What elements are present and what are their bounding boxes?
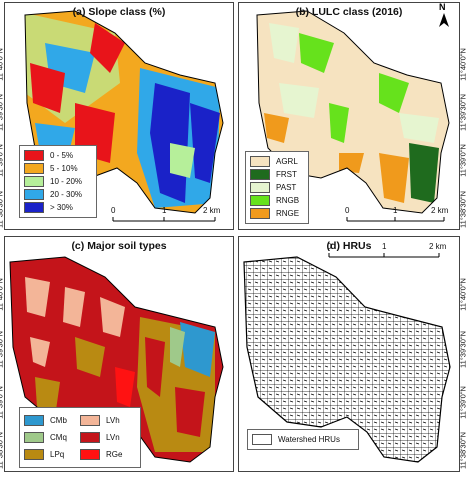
panel-title-hru: (d) HRUs (326, 240, 372, 252)
legend-item: RGe (80, 446, 136, 463)
legend-item: RNGE (250, 207, 304, 220)
legend-swatch (24, 176, 44, 187)
legend-lulc: AGRL FRST PAST RNGB RNGE (245, 151, 309, 224)
legend-swatch (250, 195, 270, 206)
scale-tick-1: 1 (382, 242, 387, 251)
panel-title-lulc: (b) LULC class (2016) (295, 6, 403, 18)
legend-swatch (24, 415, 44, 426)
slope-map (24, 10, 224, 214)
panel-lulc: (b) LULC class (2016) N AGRL FRST PAST R… (238, 2, 460, 230)
legend-item: Watershed HRUs (252, 433, 354, 446)
legend-swatch (250, 169, 270, 180)
panel-soil: (c) Major soil types CMb LVh CMq LVn LPq… (4, 236, 234, 472)
legend-swatch (80, 449, 100, 460)
scale-tick-2: 2 km (431, 206, 449, 215)
scale-tick-2: 2 km (429, 242, 447, 251)
scale-tick-2: 2 km (203, 206, 221, 215)
legend-swatch (250, 208, 270, 219)
legend-item: LVh (80, 412, 136, 429)
legend-soil: CMb LVh CMq LVn LPq RGe (19, 407, 141, 468)
legend-swatch (80, 415, 100, 426)
legend-item: 5 - 10% (24, 162, 92, 175)
legend-item: CMb (24, 412, 80, 429)
legend-item: 20 - 30% (24, 188, 92, 201)
legend-swatch (252, 434, 272, 445)
legend-swatch (80, 432, 100, 443)
hru-map (243, 253, 451, 463)
scale-tick-1: 1 (162, 206, 167, 215)
legend-item: 0 - 5% (24, 149, 92, 162)
legend-swatch (24, 449, 44, 460)
lat-label: 11°38'30"N (458, 191, 468, 228)
legend-slope: 0 - 5% 5 - 10% 10 - 20% 20 - 30% > 30% (19, 145, 97, 218)
legend-item: RNGB (250, 194, 304, 207)
legend-item: LVn (80, 429, 136, 446)
legend-item: CMq (24, 429, 80, 446)
legend-item: AGRL (250, 155, 304, 168)
legend-swatch (24, 432, 44, 443)
legend-item: 10 - 20% (24, 175, 92, 188)
panel-hru: (d) HRUs 0 1 2 km Watershed HRUs (238, 236, 460, 472)
panel-title-soil: (c) Major soil types (71, 240, 167, 252)
legend-swatch (24, 202, 44, 213)
legend-hru: Watershed HRUs (247, 429, 359, 450)
scale-tick-1: 1 (393, 206, 398, 215)
legend-item: FRST (250, 168, 304, 181)
north-label: N (439, 2, 446, 12)
legend-swatch (24, 150, 44, 161)
scale-tick-0: 0 (345, 206, 350, 215)
legend-item: LPq (24, 446, 80, 463)
legend-swatch (250, 182, 270, 193)
legend-swatch (24, 189, 44, 200)
legend-swatch (24, 163, 44, 174)
legend-item: > 30% (24, 201, 92, 214)
panel-title-slope: (a) Slope class (%) (72, 6, 166, 18)
scale-tick-0: 0 (111, 206, 116, 215)
legend-item: PAST (250, 181, 304, 194)
lat-label: 11°38'30"N (0, 191, 5, 228)
panel-slope: (a) Slope class (%) 0 - 5% 5 - 10% 10 - … (4, 2, 234, 230)
scale-tick-0: 0 (327, 242, 332, 251)
legend-swatch (250, 156, 270, 167)
north-arrow-icon (439, 13, 449, 27)
